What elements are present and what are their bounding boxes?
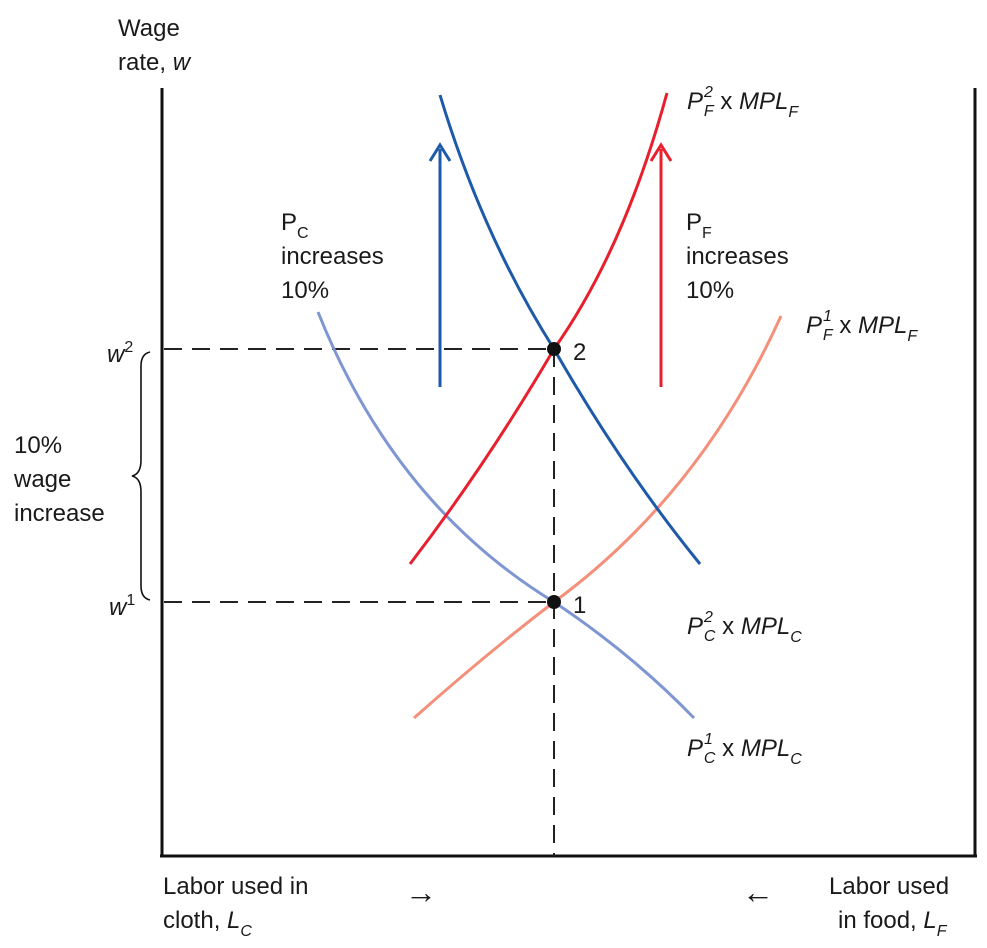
wage-increase-brace bbox=[131, 351, 151, 601]
bracket-label-line2: wage bbox=[13, 466, 71, 493]
w2-label: w2 bbox=[107, 339, 133, 368]
bracket-label-line1: 10% bbox=[14, 432, 62, 459]
pc2-curve-label: P2 C x MPLC bbox=[687, 609, 802, 646]
x-axis-left-line1: Labor used in bbox=[163, 873, 308, 900]
equilibrium-point-1 bbox=[547, 595, 561, 609]
x-axis-right-line2: in food, LF bbox=[838, 907, 948, 940]
cloth-direction-arrow: → bbox=[405, 874, 437, 910]
pc-note-line3: 10% bbox=[281, 277, 329, 304]
x-axis-right-line1: Labor used bbox=[829, 873, 949, 900]
pc-note-line1: PC bbox=[281, 209, 309, 242]
y-axis-title-line1: Wage bbox=[118, 15, 180, 42]
pf2-mplf-curve bbox=[408, 92, 669, 565]
point-1-label: 1 bbox=[573, 592, 586, 619]
x-axis-left-line2: cloth, LC bbox=[163, 907, 252, 940]
pc-note-line2: increases bbox=[281, 243, 384, 270]
pc1-mplc-curve bbox=[316, 311, 696, 720]
equilibrium-point-2 bbox=[547, 342, 561, 356]
pf2-curve-label: P2 F x MPLF bbox=[687, 84, 799, 121]
pf1-curve-label: P1 F x MPLF bbox=[806, 308, 918, 345]
pf-note-line3: 10% bbox=[686, 277, 734, 304]
point-2-label: 2 bbox=[573, 339, 586, 366]
pf-note-line1: PF bbox=[686, 209, 712, 242]
pf-note-line2: increases bbox=[686, 243, 789, 270]
pf1-mplf-curve bbox=[413, 315, 783, 720]
w1-label: w1 bbox=[109, 592, 135, 621]
pc-shift-arrowhead bbox=[428, 142, 452, 162]
bracket-label-line3: increase bbox=[14, 500, 105, 527]
food-direction-arrow: ← bbox=[742, 874, 774, 910]
y-axis-title-line2: rate, w bbox=[118, 49, 192, 76]
pc1-curve-label: P1 C x MPLC bbox=[687, 731, 802, 768]
pf-shift-arrowhead bbox=[649, 142, 673, 162]
